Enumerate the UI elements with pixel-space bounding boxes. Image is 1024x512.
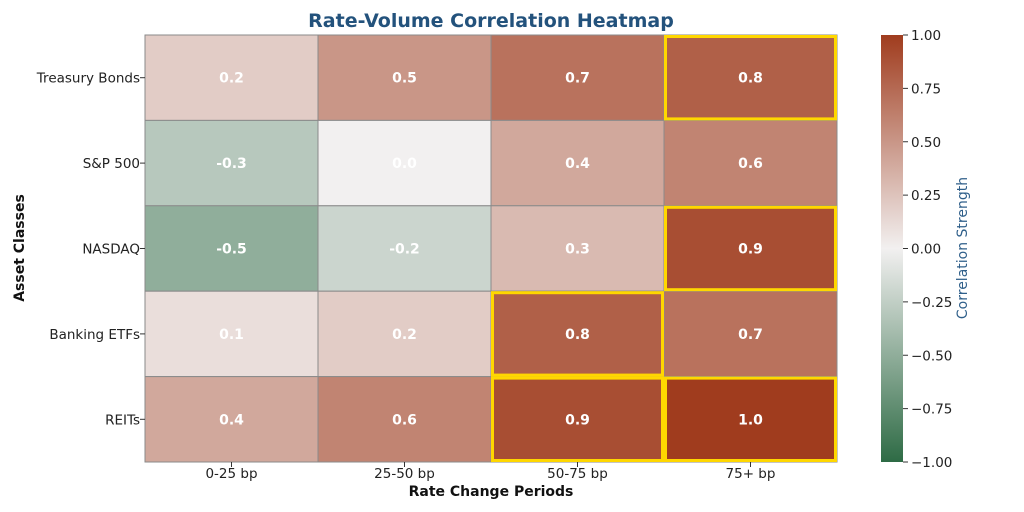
y-tick-label: REITs bbox=[105, 412, 140, 428]
heatmap-cell-labels: 0.2 0.5 0.7 0.8 -0.3 0.0 0.4 0.6 -0.5 -0.2 0.3 0.9 0… bbox=[216, 71, 763, 429]
cell-value-label: 0.4 bbox=[219, 412, 244, 428]
x-axis-ticks: 0-25 bp 25-50 bp 50-75 bp 75+ bp bbox=[205, 462, 775, 482]
cell-value-label: 0.2 bbox=[392, 327, 417, 343]
colorbar-tick-label: 1.00 bbox=[911, 28, 941, 44]
cell-value-label: -0.3 bbox=[216, 156, 247, 172]
highlight-border bbox=[664, 35, 837, 121]
heatmap-cell bbox=[317, 205, 492, 292]
colorbar-tick-label: 0.00 bbox=[911, 242, 941, 258]
cell-value-label: -0.5 bbox=[216, 242, 247, 258]
cell-value-label: 0.7 bbox=[738, 327, 763, 343]
colorbar-tick-label: −0.25 bbox=[911, 295, 952, 311]
heatmap-cell bbox=[663, 205, 838, 292]
heatmap-cell bbox=[144, 376, 319, 463]
heatmap-cell bbox=[490, 34, 665, 121]
cell-value-label: 0.6 bbox=[392, 412, 417, 428]
colorbar-tick-label: −0.75 bbox=[911, 402, 952, 418]
heatmap-cell bbox=[663, 376, 838, 463]
cell-value-label: 0.8 bbox=[565, 327, 590, 343]
colorbar-ticks: 1.00 0.75 0.50 0.25 0.00 −0.25 −0.50 −0.75 −1.00 bbox=[903, 28, 952, 471]
x-tick-label: 25-50 bp bbox=[374, 466, 435, 482]
cell-value-label: 0.3 bbox=[565, 242, 590, 258]
cell-value-label: 0.0 bbox=[392, 156, 417, 172]
y-tick-label: Treasury Bonds bbox=[36, 71, 140, 87]
highlight-border bbox=[491, 376, 664, 463]
highlight-border bbox=[664, 376, 837, 463]
cell-value-label: 0.6 bbox=[738, 156, 763, 172]
cell-value-label: 0.1 bbox=[219, 327, 244, 343]
heatmap-highlights bbox=[491, 35, 837, 463]
colorbar-tick-label: −0.50 bbox=[911, 348, 952, 364]
cell-value-label: 0.9 bbox=[738, 242, 763, 258]
heatmap-cell bbox=[663, 119, 838, 207]
heatmap-cell bbox=[144, 34, 319, 121]
cell-value-label: 0.4 bbox=[565, 156, 590, 172]
cell-value-label: 0.2 bbox=[219, 71, 244, 87]
cell-value-label: 0.7 bbox=[565, 71, 590, 87]
heatmap-cell bbox=[144, 290, 319, 378]
cell-value-label: 0.8 bbox=[738, 71, 763, 87]
colorbar-tick-label: 0.50 bbox=[911, 135, 941, 151]
cell-value-label: 0.9 bbox=[565, 412, 590, 428]
highlight-border bbox=[491, 291, 664, 377]
x-axis-label: Rate Change Periods bbox=[409, 484, 574, 500]
colorbar-label: Correlation Strength bbox=[955, 177, 971, 319]
y-axis-label: Asset Classes bbox=[12, 194, 28, 302]
x-tick-label: 0-25 bp bbox=[205, 466, 257, 482]
heatmap-cell bbox=[317, 119, 492, 207]
heatmap-cell bbox=[663, 34, 838, 121]
y-tick-label: S&P 500 bbox=[83, 156, 140, 172]
heatmap-cells bbox=[144, 34, 838, 463]
y-tick-label: Banking ETFs bbox=[49, 327, 140, 343]
heatmap-cell bbox=[144, 119, 319, 207]
x-tick-label: 50-75 bp bbox=[547, 466, 608, 482]
y-axis-ticks: Treasury Bonds S&P 500 NASDAQ Banking ETFs R… bbox=[36, 71, 145, 428]
colorbar-tick-label: −1.00 bbox=[911, 455, 952, 471]
heatmap-cell bbox=[490, 290, 665, 378]
cell-value-label: 0.5 bbox=[392, 71, 417, 87]
heatmap-cell bbox=[317, 34, 492, 121]
heatmap-cell bbox=[317, 290, 492, 378]
colorbar-tick-label: 0.75 bbox=[911, 81, 941, 97]
cell-value-label: -0.2 bbox=[389, 242, 420, 258]
chart-title: Rate-Volume Correlation Heatmap bbox=[308, 10, 674, 32]
colorbar bbox=[881, 35, 903, 462]
heatmap-cell bbox=[317, 376, 492, 463]
colorbar-tick-label: 0.25 bbox=[911, 188, 941, 204]
y-tick-label: NASDAQ bbox=[82, 242, 140, 258]
x-tick-label: 75+ bp bbox=[726, 466, 776, 482]
heatmap-cell bbox=[490, 376, 665, 463]
cell-value-label: 1.0 bbox=[738, 412, 763, 428]
highlight-border bbox=[664, 205, 837, 292]
